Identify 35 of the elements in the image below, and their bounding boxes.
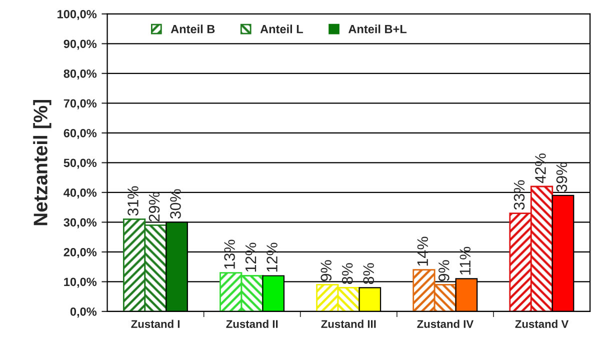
data-label: 8% [342,263,353,284]
y-tick-label: 50,0% [64,158,97,169]
data-label: 39% [556,162,568,192]
data-label: 30% [170,189,181,219]
data-label: 11% [460,246,470,275]
data-label: 31% [128,186,138,216]
y-tick-label: 80,0% [64,69,97,80]
y-axis-title: Netzanteil [%] [33,100,52,226]
y-tick-label: 40,0% [64,188,97,199]
y-tick-label: 70,0% [64,99,97,110]
data-label: 12% [266,242,278,272]
legend-label: Anteil B [170,24,215,34]
y-tick-label: 0,0% [70,307,97,318]
data-label: 14% [417,236,428,266]
data-label: 29% [148,192,160,222]
x-tick-label: Zustand III [321,320,376,328]
data-label: 12% [245,242,256,272]
legend-label: Anteil L [260,24,303,34]
data-label: 8% [363,263,374,284]
data-label: 33% [514,180,525,210]
data-label: 9% [320,260,332,281]
data-label: 9% [438,260,450,281]
x-tick-label: Zustand IV [417,320,474,328]
x-tick-label: Zustand II [226,320,278,328]
y-tick-label: 90,0% [64,40,97,50]
x-tick-label: Zustand I [131,320,180,328]
x-tick-label: Zustand V [515,320,569,328]
y-tick-label: 20,0% [64,248,97,258]
data-label: 42% [535,153,546,184]
y-tick-label: 30,0% [64,218,97,228]
data-label: 13% [224,240,235,269]
legend-label: Anteil B+L [348,24,407,34]
y-tick-label: 60,0% [64,128,97,140]
y-tick-label: 10,0% [64,278,97,288]
y-tick-label: 100,0% [58,10,97,20]
